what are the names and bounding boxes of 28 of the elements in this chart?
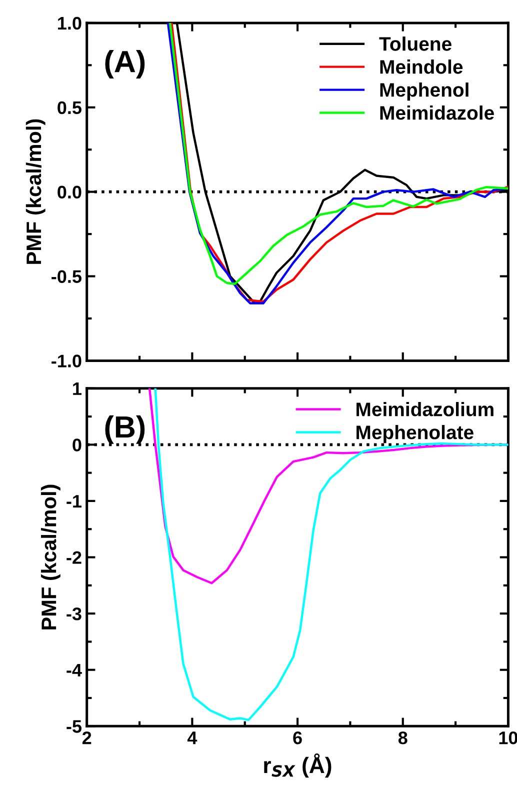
y-tick-label: 0.0 (58, 186, 82, 199)
annotation: (B) (105, 415, 145, 444)
x-tick-label: 8 (398, 731, 408, 744)
y-tick-label: 1 (73, 382, 82, 395)
y-tick-label: -1.0 (52, 354, 82, 368)
y-tick-label: -1 (66, 495, 82, 508)
y-tick-label: -2 (66, 551, 82, 564)
x-tick-label: 2 (82, 731, 92, 744)
legend-label: Meindole (380, 60, 463, 74)
x-tick-label: 6 (293, 731, 302, 744)
y-axis-title: PMF (kcal/mol) (26, 119, 46, 264)
legend-label: Mephenolate (356, 424, 474, 444)
legend-label: Toluene (379, 36, 452, 51)
annotation: (A) (105, 50, 145, 78)
y-tick-label: -5 (66, 720, 82, 733)
y-tick-label: 1.0 (58, 16, 82, 30)
y-axis-title: PMF (kcal/mol) (40, 484, 60, 630)
legend-label: Meimidazolium (356, 402, 494, 416)
line-series (154, 388, 508, 722)
y-tick-label: 0.5 (58, 101, 82, 114)
y-tick-label: 0 (72, 438, 82, 452)
y-tick-label: -4 (66, 664, 82, 676)
y-tick-label: -3 (66, 607, 82, 620)
x-tick-label: 4 (187, 732, 198, 744)
y-tick-label: -0.5 (52, 270, 82, 283)
legend-label: Mephenol (380, 82, 468, 101)
legend-label: Meimidazole (380, 106, 494, 120)
x-axis-title: r$_{SX}$ (Å) (264, 753, 332, 778)
